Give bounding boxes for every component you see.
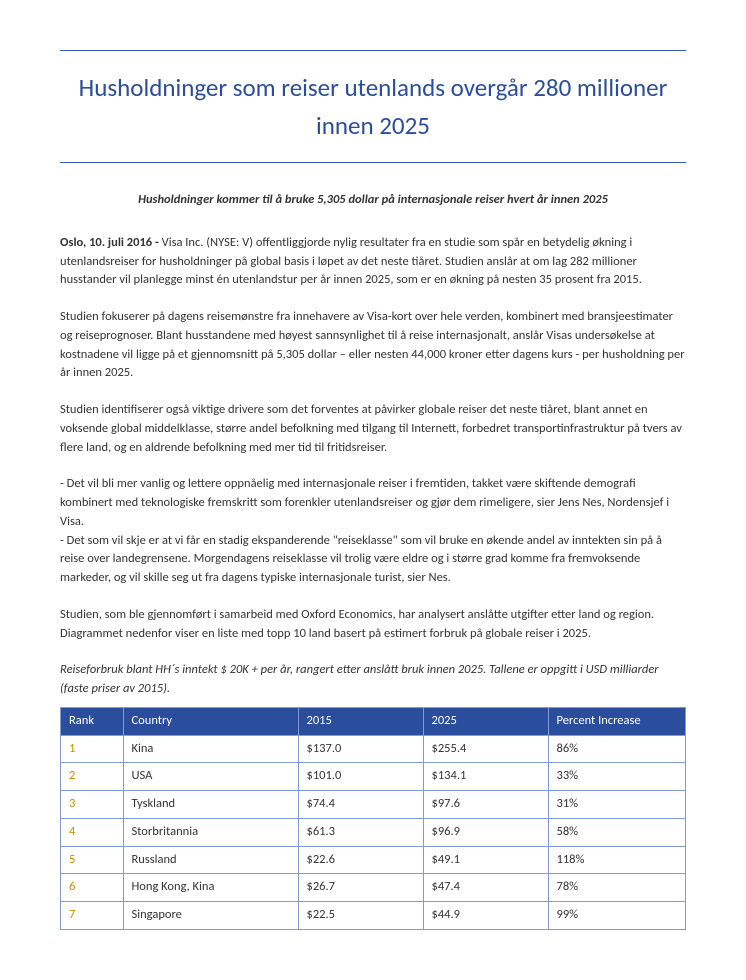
table-cell: 33% [548,763,686,791]
table-cell: 7 [61,902,124,930]
table-cell: 31% [548,791,686,819]
table-cell: 4 [61,818,124,846]
table-cell: 118% [548,846,686,874]
table-cell: 78% [548,874,686,902]
paragraph-2: Studien fokuserer på dagens reisemønstre… [60,308,686,383]
table-cell: $96.9 [423,818,548,846]
col-country: Country [123,707,298,735]
table-cell: $137.0 [298,735,423,763]
table-cell: 1 [61,735,124,763]
subtitle: Husholdninger kommer til å bruke 5,305 d… [60,191,686,210]
table-cell: Singapore [123,902,298,930]
col-2025: 2025 [423,707,548,735]
table-cell: 86% [548,735,686,763]
lead-dateline: Oslo, 10. juli 2016 - [60,235,159,250]
table-cell: 58% [548,818,686,846]
table-header-row: Rank Country 2015 2025 Percent Increase [61,707,686,735]
table-cell: $61.3 [298,818,423,846]
table-cell: $74.4 [298,791,423,819]
table-row: 7Singapore$22.5$44.999% [61,902,686,930]
table-body: 1Kina$137.0$255.486%2USA$101.0$134.133%3… [61,735,686,929]
table-row: 2USA$101.0$134.133% [61,763,686,791]
paragraph-4: - Det vil bli mer vanlig og lettere oppn… [60,475,686,588]
title-rule-bottom [60,162,686,163]
table-cell: $255.4 [423,735,548,763]
col-pct: Percent Increase [548,707,686,735]
paragraph-5: Studien, som ble gjennomført i samarbeid… [60,606,686,644]
title-rule-top [60,50,686,51]
col-rank: Rank [61,707,124,735]
table-row: 5Russland$22.6$49.1118% [61,846,686,874]
table-cell: $97.6 [423,791,548,819]
table-cell: $134.1 [423,763,548,791]
table-row: 1Kina$137.0$255.486% [61,735,686,763]
table-cell: $22.5 [298,902,423,930]
table-caption: Reiseforbruk blant HH´s inntekt $ 20K + … [60,661,686,699]
table-cell: Kina [123,735,298,763]
table-cell: USA [123,763,298,791]
table-cell: Russland [123,846,298,874]
table-cell: Hong Kong, Kina [123,874,298,902]
paragraph-1: Oslo, 10. juli 2016 - Visa Inc. (NYSE: V… [60,234,686,290]
table-cell: 99% [548,902,686,930]
table-cell: $49.1 [423,846,548,874]
col-2015: 2015 [298,707,423,735]
table-cell: 5 [61,846,124,874]
travel-spend-table: Rank Country 2015 2025 Percent Increase … [60,707,686,930]
table-cell: $22.6 [298,846,423,874]
table-cell: 3 [61,791,124,819]
page-title: Husholdninger som reiser utenlands overg… [60,63,686,150]
table-header: Rank Country 2015 2025 Percent Increase [61,707,686,735]
table-row: 6Hong Kong, Kina$26.7$47.478% [61,874,686,902]
table-cell: 6 [61,874,124,902]
paragraph-3: Studien identifiserer også viktige drive… [60,401,686,457]
table-row: 4Storbritannia$61.3$96.958% [61,818,686,846]
table-cell: $47.4 [423,874,548,902]
table-cell: 2 [61,763,124,791]
table-cell: Tyskland [123,791,298,819]
table-cell: $44.9 [423,902,548,930]
table-row: 3Tyskland$74.4$97.631% [61,791,686,819]
table-cell: Storbritannia [123,818,298,846]
table-cell: $101.0 [298,763,423,791]
table-cell: $26.7 [298,874,423,902]
